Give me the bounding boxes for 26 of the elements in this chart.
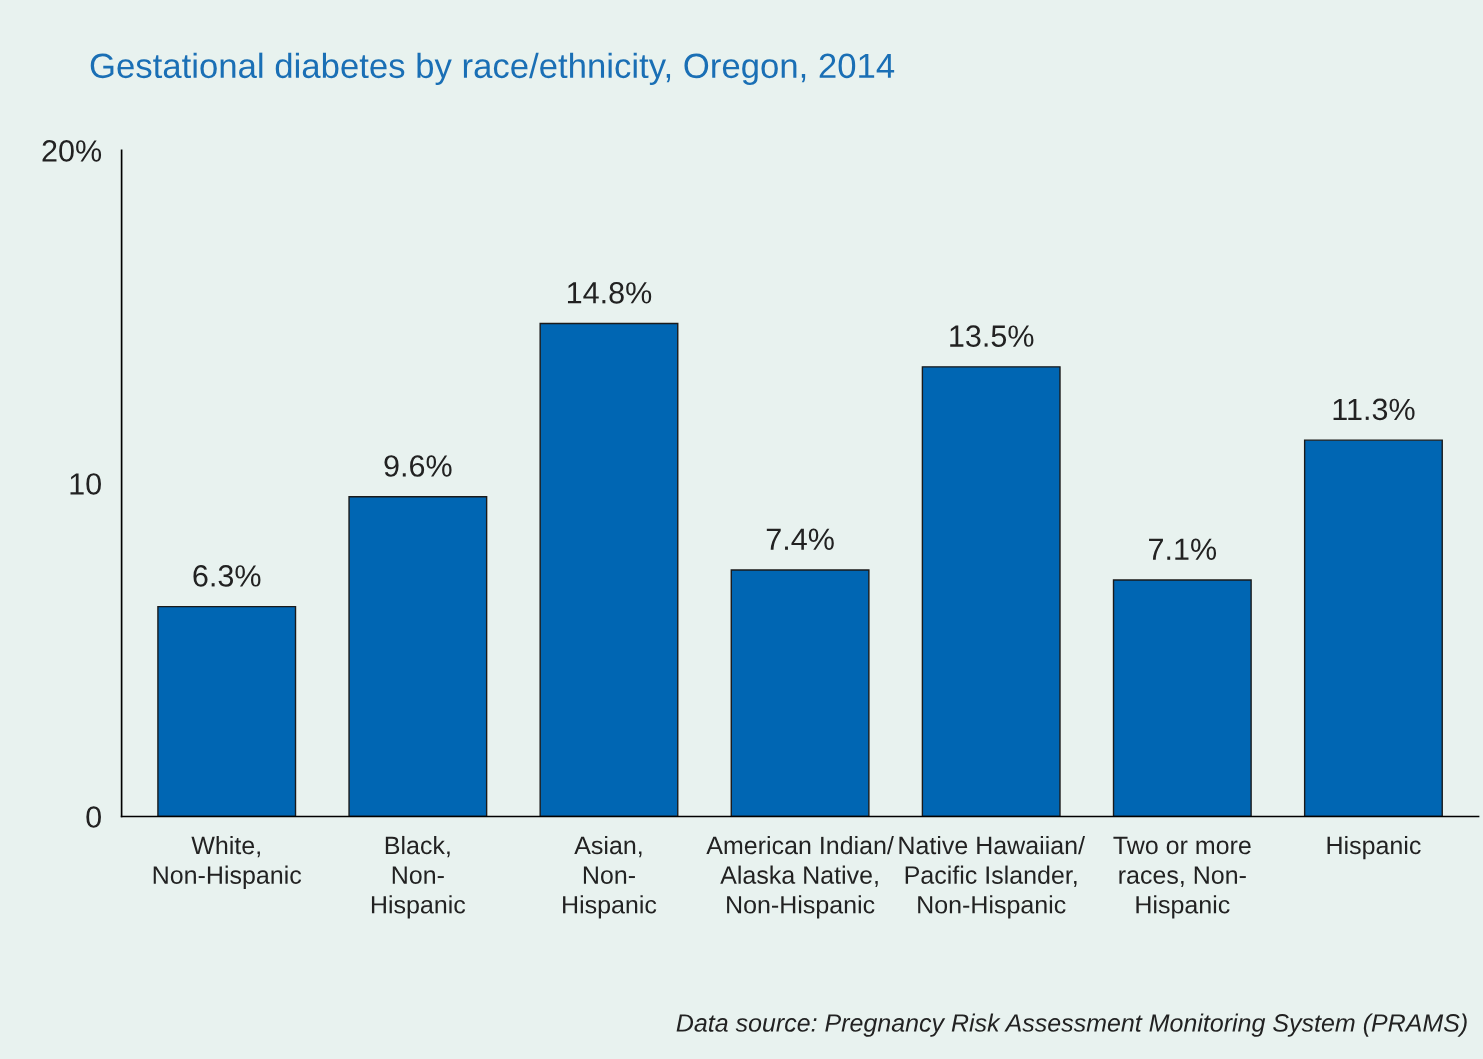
x-tick-label: Two or more races, Non- Hispanic — [1113, 836, 1251, 919]
bar — [348, 496, 488, 817]
x-tick-label: Native Hawaiian/ Pacific Islander, Non-Hispanic — [899, 835, 1085, 919]
bar — [730, 569, 870, 817]
chart-title: Gestational diabetes by race/ethnicity, Oregon, 2014 — [90, 52, 895, 86]
x-tick-label: Black, Non- Hispanic — [371, 835, 466, 919]
bar — [539, 322, 679, 817]
y-tick-label: 20% — [42, 140, 102, 162]
data-label: 14.8% — [567, 282, 652, 304]
data-label: 9.6% — [384, 455, 452, 477]
bar — [1112, 579, 1252, 817]
data-label: 7.4% — [766, 528, 834, 550]
x-tick-label: White, Non-Hispanic — [153, 835, 302, 889]
data-label: 13.5% — [950, 325, 1034, 347]
x-tick-label: Hispanic — [1327, 835, 1421, 860]
bar — [157, 605, 297, 817]
data-label: 7.1% — [1149, 538, 1217, 560]
bar — [1303, 439, 1443, 817]
data-label: 6.3% — [193, 565, 261, 587]
y-tick-label: 10 — [70, 473, 101, 495]
source-note: Data source: Pregnancy Risk Assessment Monitoring System (PRAMS) — [676, 1013, 1467, 1037]
data-label: 11.3% — [1333, 398, 1415, 421]
bar — [921, 366, 1061, 817]
x-tick-label: American Indian/ Alaska Native, Non-Hispanic — [706, 835, 894, 919]
y-tick-label: 0 — [86, 806, 101, 828]
x-tick-label: Asian, Non- Hispanic — [563, 835, 657, 919]
